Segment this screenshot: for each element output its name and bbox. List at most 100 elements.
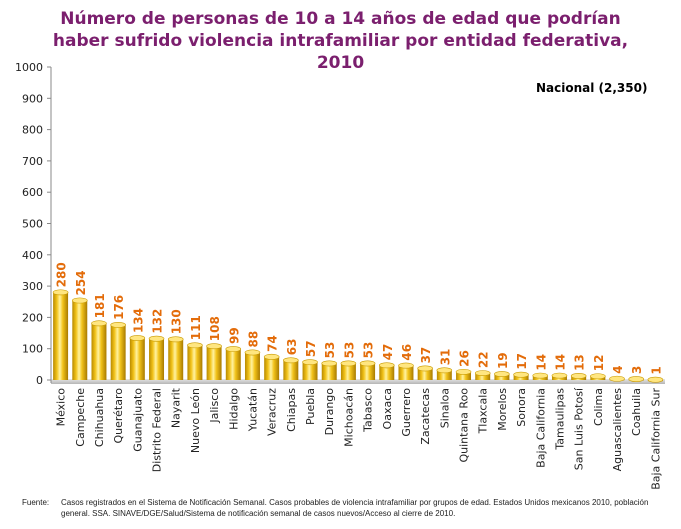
bar-top [590,373,606,380]
bar-top [474,370,491,377]
bar [360,363,376,380]
category-label: Baja California [534,388,547,468]
y-tick-label: 500 [22,218,43,231]
bar-top [71,297,88,304]
source-label: Fuente: [22,498,50,507]
bar-top [263,353,280,360]
category-label: Sinaloa [438,388,451,428]
bar-value-label: 46 [400,344,414,361]
y-tick-label: 100 [22,343,43,356]
bar-value-label: 181 [93,293,107,318]
bar-value-label: 17 [515,353,529,370]
bar-value-label: 47 [381,344,395,361]
bar-value-label: 57 [304,340,318,357]
bar [168,339,184,380]
bar-value-label: 176 [112,295,126,320]
y-tick-label: 700 [22,155,43,168]
category-label: Morelos [496,388,509,431]
category-label: Puebla [304,388,317,425]
bar-value-label: 108 [208,316,222,341]
category-label: Veracruz [266,388,279,436]
category-label: Tabasco [362,388,375,433]
bar [72,300,88,380]
bar-top [532,372,549,379]
category-label: Campeche [74,388,87,447]
category-label: Querétaro [112,388,125,444]
bar-value-label: 14 [534,354,548,371]
bar [149,338,165,380]
bar-top [378,362,395,369]
bar-top [436,367,453,374]
bar-top [570,373,587,379]
bar-value-label: 130 [170,309,184,334]
y-tick-label: 1000 [15,61,43,74]
bar-top [302,359,318,366]
bar-top [187,342,203,349]
bar-value-label: 13 [573,354,587,371]
bar-top [148,335,165,342]
chart-title: Número de personas de 10 a 14 años de ed… [52,9,629,73]
bar-value-label: 254 [74,270,88,295]
bar-top [398,362,414,369]
bar-top [283,357,299,364]
bar-top [244,349,261,356]
bar-value-label: 1 [649,366,663,374]
category-label: Oaxaca [381,388,394,429]
source-text: Casos registrados en el Sistema de Notif… [61,498,649,518]
bar-top [359,360,376,367]
category-label: Michoacán [342,388,355,447]
category-label: Durango [323,388,336,436]
bar-value-label: 88 [246,331,260,348]
bar-top [513,371,529,378]
y-tick-label: 600 [22,186,43,199]
y-tick-label: 900 [22,92,43,105]
category-label: Distrito Federal [151,388,164,472]
bar [494,374,510,380]
category-label: México [55,388,68,427]
category-label: Tamaulipas [553,388,566,451]
bar-value-label: 12 [592,355,606,372]
bar-value-label: 14 [553,354,567,371]
bar-value-label: 99 [227,327,241,344]
bar-top [91,320,107,327]
bar [398,365,414,380]
bar-value-label: 74 [266,335,280,352]
bar-top [628,376,645,382]
bar-top [225,346,242,352]
bar-value-label: 26 [458,350,472,367]
category-label: Hidalgo [227,388,240,430]
y-tick-label: 400 [22,249,43,262]
category-label: Tlaxcala [477,388,490,434]
bar-value-label: 63 [285,339,299,356]
bar [475,373,491,380]
y-tick-label: 800 [22,124,43,137]
category-label: Nuevo León [189,388,202,453]
bar-top [609,375,625,382]
bar-value-label: 37 [419,347,433,364]
category-label: Guanajuato [131,388,144,452]
category-label: Baja California Sur [649,388,662,490]
bar [110,324,126,380]
bar-top [551,372,568,379]
category-label: Coahuila [630,388,643,436]
category-label: Chihuahua [93,388,106,447]
bar [302,362,318,380]
bar-value-label: 53 [362,342,376,359]
bar [379,365,395,380]
category-label: Nayarit [170,387,183,428]
bar [417,368,433,380]
bar-top [417,365,433,372]
category-label: San Luis Potosí [573,387,586,470]
bar [244,352,260,380]
bar-top [206,343,222,350]
category-label: Chiapas [285,388,298,432]
bar-top [129,335,146,341]
bar-value-label: 4 [611,365,625,373]
bar-value-label: 280 [55,262,69,287]
bar-value-label: 19 [496,352,510,369]
bar-top [340,360,357,367]
chart-floor [51,379,665,384]
bar-top [647,376,664,383]
bar [225,349,241,380]
bar [321,363,337,380]
